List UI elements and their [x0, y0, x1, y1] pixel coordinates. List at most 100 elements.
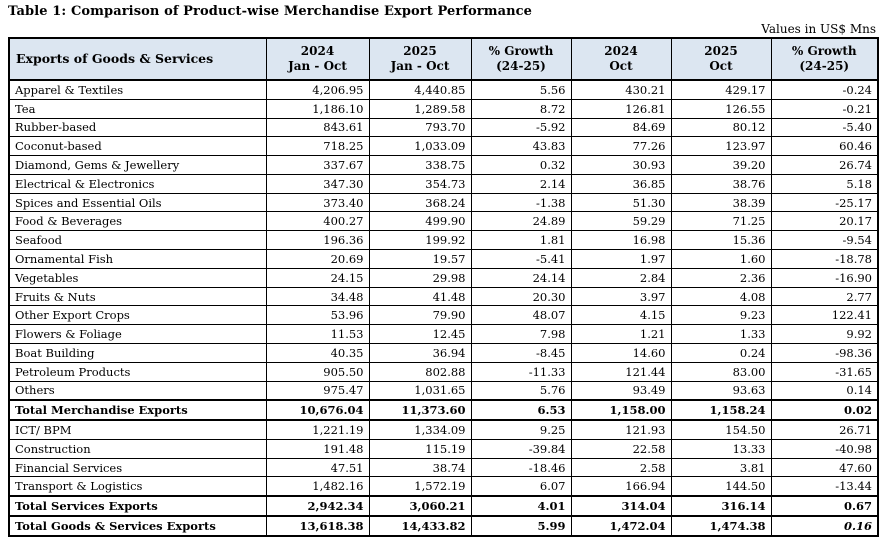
row-value: 6.07	[470, 476, 572, 497]
row-value: 975.47	[265, 380, 370, 401]
row-label: Fruits & Nuts	[8, 286, 267, 307]
row-value: 1,221.19	[265, 419, 370, 440]
header-line1: 2025	[403, 44, 437, 58]
row-value: -18.78	[770, 249, 879, 269]
row-value: 121.93	[570, 419, 672, 440]
row-value: 11.53	[265, 324, 370, 344]
row-value: 20.69	[265, 249, 370, 269]
header-cell-exports: Exports of Goods & Services	[8, 37, 267, 81]
row-value: 1.60	[670, 249, 772, 269]
row-value: 2.77	[770, 286, 879, 307]
row-value: -25.17	[770, 192, 879, 213]
row-value: 13.33	[670, 438, 772, 459]
row-value: 41.48	[368, 286, 472, 307]
table-row: Transport & Logistics 1,482.16 1,572.19 6.0…	[8, 476, 879, 497]
row-value: 24.15	[265, 267, 370, 288]
header-row: Exports of Goods & Services 2024 Jan - Oc…	[8, 37, 879, 81]
row-value: -0.24	[770, 79, 879, 100]
row-value: 36.85	[570, 173, 672, 194]
header-line1: % Growth	[791, 44, 857, 58]
row-value: 30.93	[570, 155, 672, 175]
table-body: Apparel & Textiles 4,206.95 4,440.85 5.56 43…	[8, 79, 879, 537]
row-value: 1,482.16	[265, 476, 370, 497]
page-title: Table 1: Comparison of Product-wise Merc…	[8, 4, 533, 19]
row-value: -5.92	[470, 117, 572, 138]
table-row: Total Services Exports 2,942.34 3,060.21 4.…	[8, 495, 879, 518]
row-value: -8.45	[470, 342, 572, 363]
table-row: Other Export Crops 53.96 79.90 48.07 4.15 9.2…	[8, 305, 879, 326]
row-value: 51.30	[570, 192, 672, 213]
row-value: 29.98	[368, 267, 472, 288]
row-value: 84.69	[570, 117, 672, 138]
row-value: 5.99	[470, 515, 572, 537]
table-row: Rubber-based 843.61 793.70 -5.92 84.69 80.12-…	[8, 117, 879, 138]
row-value: 9.25	[470, 419, 572, 440]
row-label: Apparel & Textiles	[8, 79, 267, 100]
row-value: 793.70	[368, 117, 472, 138]
row-value: 2.14	[470, 173, 572, 194]
row-label: Transport & Logistics	[8, 476, 267, 497]
row-value: 122.41	[770, 305, 879, 326]
header-cell-5: % Growth (24-25)	[770, 37, 879, 81]
row-label: Rubber-based	[8, 117, 267, 138]
row-value: 79.90	[368, 305, 472, 326]
row-value: 338.75	[368, 155, 472, 175]
row-value: -9.54	[770, 230, 879, 251]
header-line2: Jan - Oct	[288, 59, 347, 73]
row-label: Spices and Essential Oils	[8, 192, 267, 213]
row-value: 60.46	[770, 136, 879, 157]
row-label: Total Services Exports	[8, 495, 267, 518]
row-label: Vegetables	[8, 267, 267, 288]
row-value: 34.48	[265, 286, 370, 307]
table-row: Diamond, Gems & Jewellery 337.67 338.75 0.3…	[8, 155, 879, 175]
table-row: Financial Services 47.51 38.74 -18.46 2.58 3.…	[8, 457, 879, 478]
header-cell-4: 2025 Oct	[670, 37, 772, 81]
row-value: 93.63	[670, 380, 772, 401]
row-label: Financial Services	[8, 457, 267, 478]
row-value: -40.98	[770, 438, 879, 459]
row-value: 2.58	[570, 457, 672, 478]
row-value: 347.30	[265, 173, 370, 194]
table-row: Tea 1,186.10 1,289.58 8.72 126.81 126.55 -0.21	[8, 98, 879, 119]
row-value: 5.56	[470, 79, 572, 100]
row-value: 126.55	[670, 98, 772, 119]
row-value: 20.17	[770, 211, 879, 232]
row-value: 0.67	[770, 495, 879, 518]
row-label: Coconut-based	[8, 136, 267, 157]
row-value: 0.24	[670, 342, 772, 363]
table-row: ICT/ BPM 1,221.19 1,334.09 9.25 121.93 154.50…	[8, 419, 879, 440]
row-value: 1.97	[570, 249, 672, 269]
row-value: 166.94	[570, 476, 672, 497]
row-value: 93.49	[570, 380, 672, 401]
header-line2: Jan - Oct	[390, 59, 450, 73]
header-cell-3: 2024 Oct	[570, 37, 672, 81]
header-line2: (24-25)	[496, 59, 546, 73]
row-value: 12.45	[368, 324, 472, 344]
row-value: 38.39	[670, 192, 772, 213]
row-value: -98.36	[770, 342, 879, 363]
units-note: Values in US$ Mns	[761, 22, 876, 36]
row-value: 316.14	[670, 495, 772, 518]
row-value: 2.36	[670, 267, 772, 288]
row-value: 1,031.65	[368, 380, 472, 401]
row-value: 6.53	[470, 399, 572, 422]
header-line1: 2024	[604, 44, 638, 58]
row-value: 337.67	[265, 155, 370, 175]
row-label: Others	[8, 380, 267, 401]
row-label: Other Export Crops	[8, 305, 267, 326]
row-value: 48.07	[470, 305, 572, 326]
row-value: -13.44	[770, 476, 879, 497]
row-value: 4.15	[570, 305, 672, 326]
row-value: 26.71	[770, 419, 879, 440]
row-value: 123.97	[670, 136, 772, 157]
row-value: 9.92	[770, 324, 879, 344]
row-value: 24.89	[470, 211, 572, 232]
header-line1: 2024	[300, 44, 335, 58]
row-value: 24.14	[470, 267, 572, 288]
row-value: 1,289.58	[368, 98, 472, 119]
row-value: 354.73	[368, 173, 472, 194]
row-value: -5.40	[770, 117, 879, 138]
row-value: 1,572.19	[368, 476, 472, 497]
table-header: Exports of Goods & Services 2024 Jan - Oc…	[8, 37, 879, 81]
table-row: Construction 191.48 115.19 -39.84 22.58 13.33…	[8, 438, 879, 459]
